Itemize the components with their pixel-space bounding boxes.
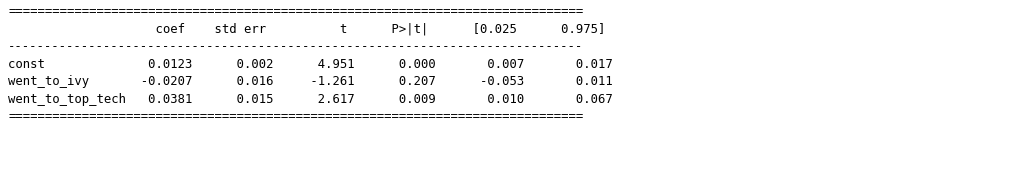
Text: ==============================================================================
 : ========================================… (8, 5, 613, 123)
